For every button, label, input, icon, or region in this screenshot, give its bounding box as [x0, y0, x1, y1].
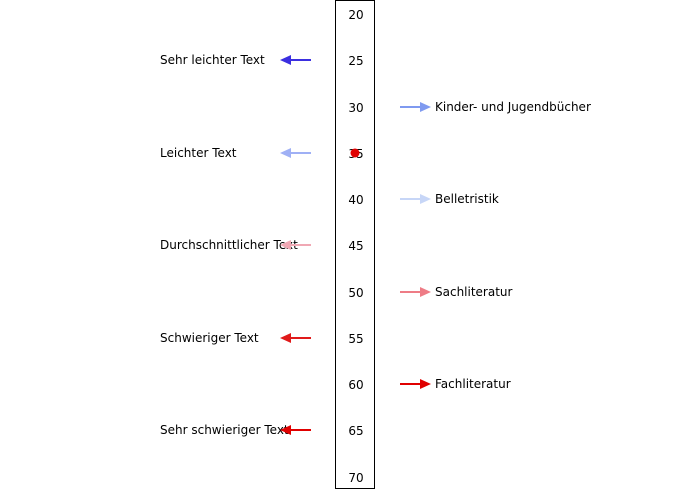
scale-tick-label: 40 — [348, 193, 364, 207]
score-marker — [350, 148, 360, 158]
left-arrow-icon — [280, 147, 312, 159]
right-arrow-icon — [399, 193, 431, 205]
scale-tick-label: 65 — [348, 424, 364, 439]
difficulty-label: Sehr leichter Text — [160, 53, 265, 68]
left-arrow-icon — [280, 54, 312, 66]
scale-tick-label: 25 — [348, 54, 364, 69]
genre-label: Belletristik — [435, 192, 499, 206]
difficulty-label: Schwieriger Text — [160, 330, 259, 345]
scale-tick-label: 30 — [348, 100, 364, 115]
right-arrow-icon — [399, 101, 431, 113]
readability-scale: 2025303540455055606570 — [335, 0, 375, 489]
difficulty-label: Durchschnittlicher Text — [160, 238, 298, 253]
scale-tick-label: 55 — [348, 331, 364, 346]
right-arrow-icon — [399, 286, 431, 298]
genre-label: Sachliteratur — [435, 284, 513, 299]
difficulty-label: Leichter Text — [160, 145, 237, 160]
left-arrow-icon — [280, 424, 312, 436]
scale-tick-label: 20 — [348, 8, 364, 22]
left-arrow-icon — [280, 332, 312, 344]
scale-tick-label: 60 — [348, 378, 364, 392]
difficulty-label: Sehr schwieriger Text — [160, 423, 289, 438]
left-arrow-icon — [280, 239, 312, 251]
genre-label: Kinder- und Jugendbücher — [435, 99, 591, 114]
scale-tick-label: 50 — [348, 285, 364, 300]
scale-tick-label: 70 — [348, 470, 364, 485]
scale-tick-label: 45 — [348, 239, 364, 254]
genre-label: Fachliteratur — [435, 377, 511, 391]
right-arrow-icon — [399, 378, 431, 390]
